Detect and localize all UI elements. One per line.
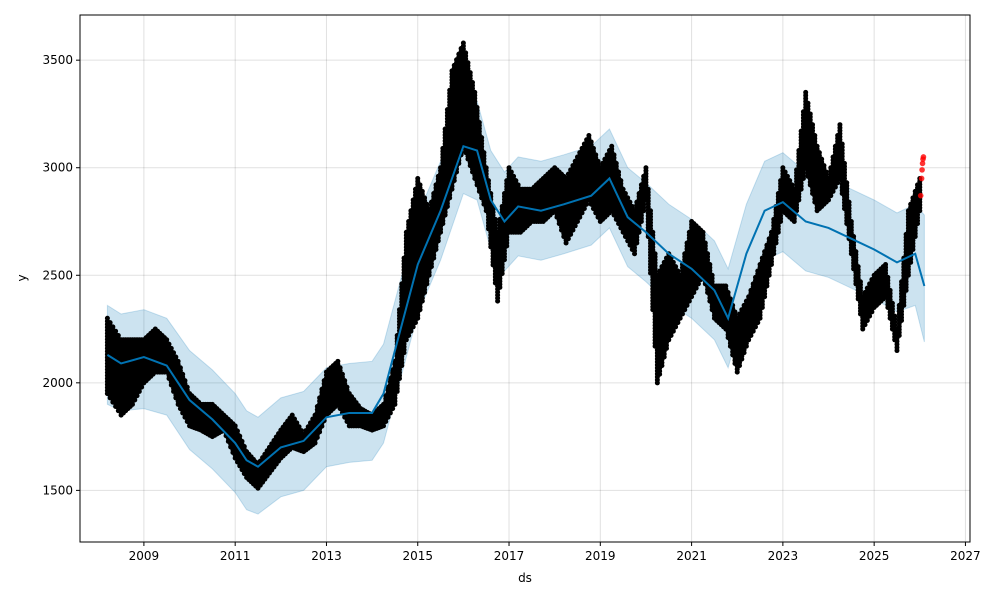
observed-point xyxy=(420,189,425,194)
observed-point xyxy=(614,161,619,166)
observed-point xyxy=(468,70,473,75)
observed-point xyxy=(472,90,477,95)
observed-point xyxy=(516,182,521,187)
observed-point xyxy=(233,423,238,428)
observed-point xyxy=(479,135,484,140)
observed-point xyxy=(237,434,242,439)
observed-point xyxy=(180,372,185,377)
observed-point xyxy=(342,378,347,383)
observed-point xyxy=(710,273,715,278)
observed-point xyxy=(493,217,498,222)
observed-point xyxy=(176,359,181,364)
observed-point xyxy=(609,144,614,149)
observed-point xyxy=(173,355,178,360)
observed-point xyxy=(418,182,423,187)
observed-point xyxy=(415,176,420,181)
observed-point xyxy=(726,290,731,295)
observed-point xyxy=(591,146,596,151)
observed-point xyxy=(511,174,516,179)
observed-point xyxy=(596,159,601,164)
observed-point xyxy=(648,208,653,213)
observed-point xyxy=(723,284,728,289)
observed-point xyxy=(618,178,623,183)
observed-point xyxy=(242,444,247,449)
observed-point xyxy=(422,195,427,200)
observed-point xyxy=(701,230,706,235)
observed-point xyxy=(185,385,190,390)
observed-point xyxy=(653,251,658,256)
observed-point xyxy=(105,316,110,321)
observed-point xyxy=(182,378,187,383)
observed-point xyxy=(169,346,174,351)
observed-point xyxy=(481,150,486,155)
observed-point xyxy=(621,187,626,192)
observed-point xyxy=(623,191,628,196)
observed-point xyxy=(338,365,343,370)
observed-point xyxy=(630,204,635,209)
observed-point xyxy=(240,439,245,444)
observed-point xyxy=(340,372,345,377)
observed-point xyxy=(484,165,489,170)
observed-point xyxy=(646,187,651,192)
observed-point xyxy=(707,262,712,267)
observed-point xyxy=(470,80,475,85)
observed-point xyxy=(586,133,591,138)
observed-point xyxy=(461,40,466,45)
observed-point xyxy=(116,333,121,338)
observed-point xyxy=(424,202,429,207)
observed-point xyxy=(705,251,710,256)
observed-point xyxy=(671,260,676,265)
observed-point xyxy=(612,152,617,157)
observed-point xyxy=(171,350,176,355)
observed-point xyxy=(465,60,470,65)
observed-point xyxy=(477,120,482,125)
observed-point xyxy=(627,200,632,205)
observed-point xyxy=(164,337,169,342)
observed-point xyxy=(589,139,594,144)
observed-point xyxy=(235,429,240,434)
observed-point xyxy=(178,365,183,370)
observed-point xyxy=(673,264,678,269)
observed-point xyxy=(463,50,468,55)
observed-point xyxy=(475,105,480,110)
observed-point xyxy=(643,165,648,170)
observed-point xyxy=(703,241,708,246)
observed-point xyxy=(113,329,118,334)
observed-point xyxy=(167,342,172,347)
observed-point xyxy=(335,359,340,364)
observed-point xyxy=(110,324,115,329)
observed-point xyxy=(675,268,680,273)
observed-point xyxy=(616,170,621,175)
observed-point xyxy=(650,230,655,235)
observed-point xyxy=(108,320,113,325)
observed-point xyxy=(507,165,512,170)
observed-point xyxy=(593,152,598,157)
observed-point xyxy=(625,195,630,200)
observed-point xyxy=(345,385,350,390)
observed-point xyxy=(732,309,737,314)
observed-point xyxy=(509,170,514,175)
observed-point xyxy=(513,178,518,183)
